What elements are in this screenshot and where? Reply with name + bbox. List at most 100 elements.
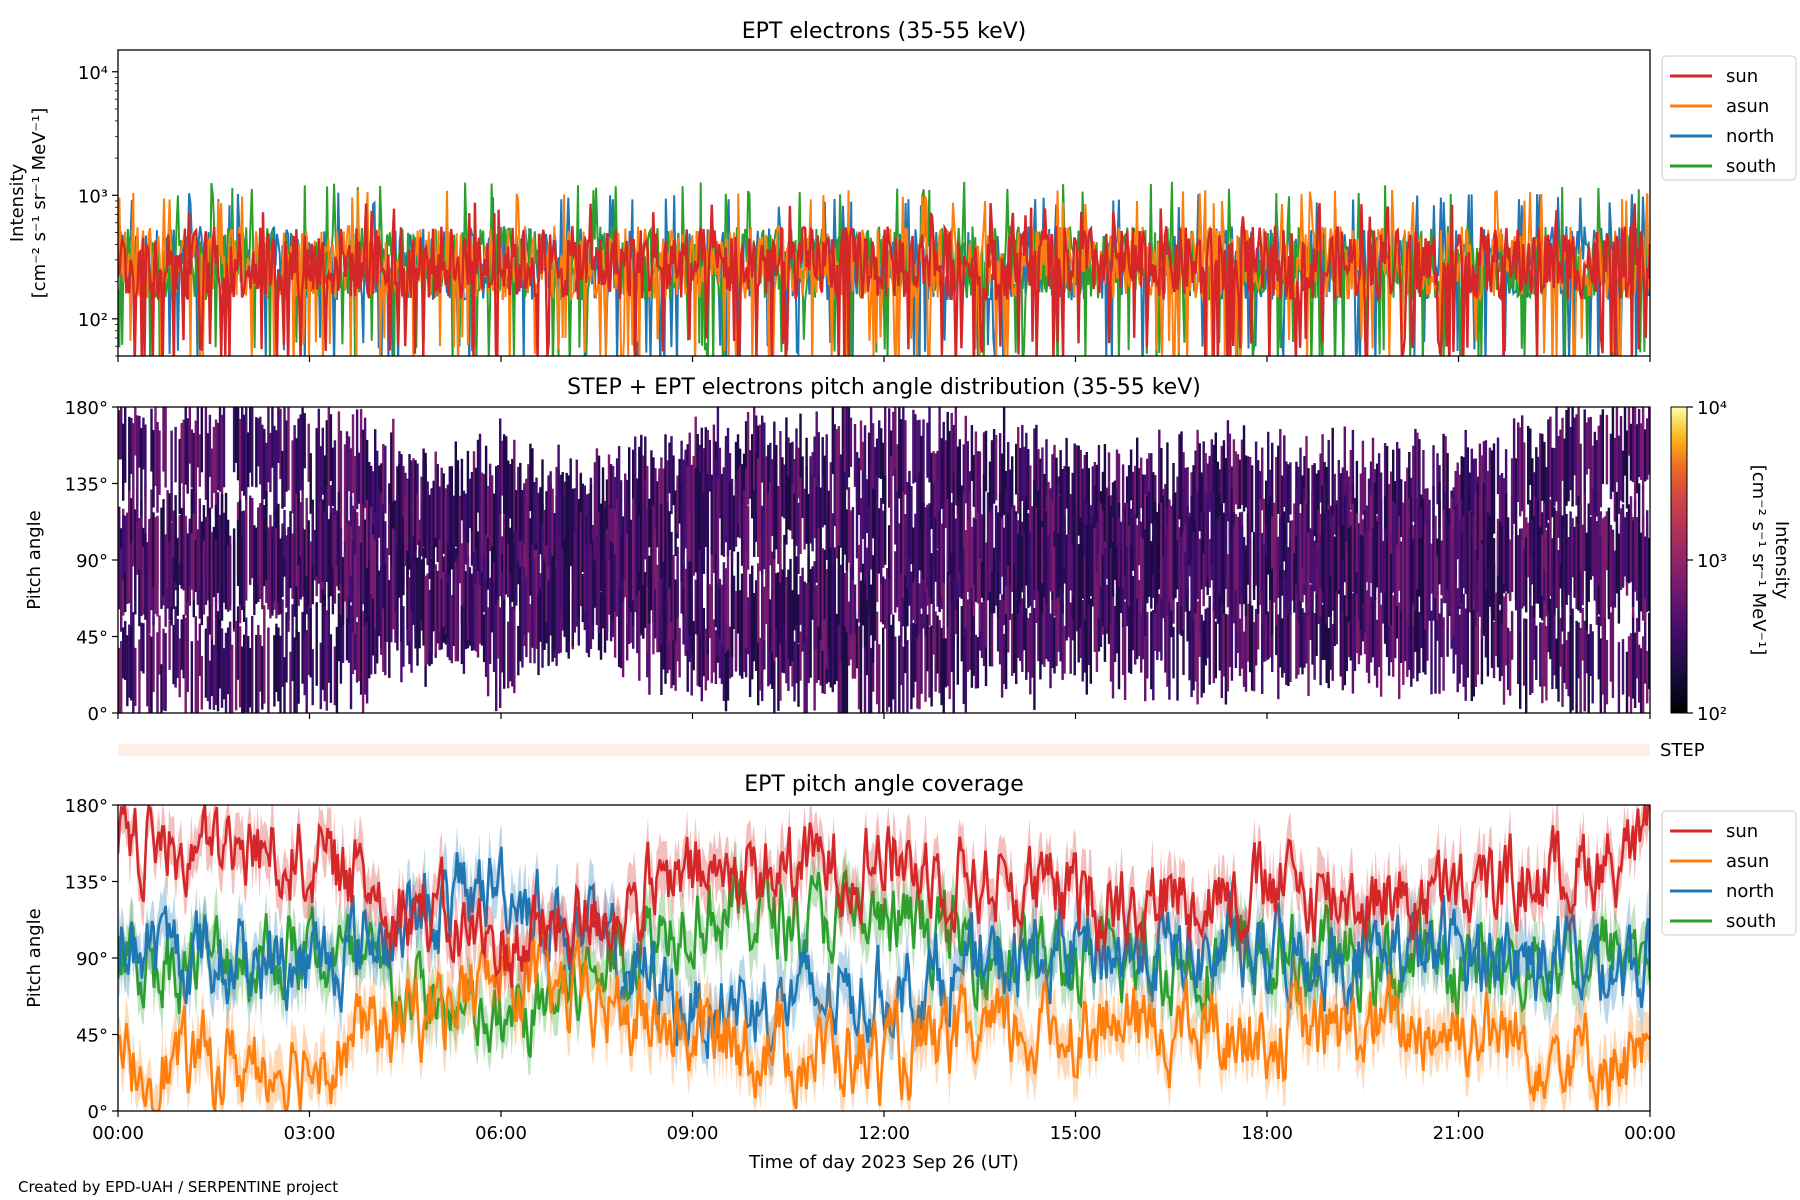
heatmap-cell	[1136, 575, 1139, 660]
heatmap-cell	[378, 570, 381, 637]
heatmap-cell	[126, 635, 129, 707]
heatmap-cell	[1559, 514, 1562, 565]
heatmap-cell	[819, 622, 822, 686]
heatmap-cell	[505, 517, 508, 595]
heatmap-cell	[1529, 601, 1532, 695]
heatmap-cell	[1563, 525, 1566, 591]
heatmap-cell	[365, 611, 369, 704]
heatmap-cell	[1117, 517, 1121, 587]
heatmap-cell	[900, 565, 903, 644]
heatmap-cell	[1073, 603, 1076, 676]
heatmap-cell	[670, 436, 673, 515]
heatmap-cell	[880, 571, 883, 623]
heatmap-cell	[738, 465, 742, 539]
heatmap-cell	[305, 630, 308, 713]
heatmap-cell	[1396, 576, 1399, 639]
heatmap-cell	[456, 460, 460, 521]
heatmap-cell	[613, 509, 617, 572]
heatmap-cell	[519, 566, 522, 662]
heatmap-cell	[279, 408, 282, 480]
heatmap-cell	[1470, 448, 1474, 546]
heatmap-cell	[632, 449, 635, 537]
heatmap-cell	[1615, 407, 1619, 483]
heatmap-cell	[650, 450, 653, 536]
heatmap-cell	[964, 609, 968, 713]
heatmap-cell	[853, 424, 857, 487]
heatmap-cell	[232, 407, 236, 473]
heatmap-cell	[847, 487, 851, 563]
heatmap-cell	[569, 458, 572, 567]
heatmap-cell	[517, 625, 520, 676]
heatmap-cell	[1599, 638, 1603, 713]
heatmap-cell	[1440, 598, 1443, 658]
heatmap-cell	[1275, 457, 1278, 563]
heatmap-cell	[1311, 558, 1314, 665]
heatmap-cell	[154, 407, 157, 486]
heatmap-cell	[1402, 502, 1405, 580]
heatmap-cell	[1220, 528, 1224, 603]
heatmap-cell	[376, 601, 379, 664]
heatmap-cell	[1418, 537, 1421, 597]
panel2-y-axis: 0°45°90°135°180°	[65, 398, 118, 725]
heatmap-cell	[1327, 509, 1330, 617]
heatmap-cell	[960, 606, 964, 662]
heatmap-cell	[337, 492, 341, 591]
heatmap-cell	[1232, 526, 1236, 624]
heatmap-cell	[1381, 540, 1385, 624]
heatmap-cell	[1069, 494, 1072, 591]
heatmap-cell	[996, 537, 1000, 618]
heatmap-cell	[1581, 524, 1584, 606]
heatmap-cell	[920, 435, 923, 543]
heatmap-cell	[311, 506, 314, 566]
heatmap-cell	[1464, 429, 1467, 530]
heatmap-cell	[914, 620, 917, 682]
heatmap-cell	[519, 462, 522, 542]
heatmap-cell	[644, 436, 647, 518]
heatmap-cell	[726, 473, 730, 557]
heatmap-cell	[845, 628, 849, 713]
heatmap-cell	[559, 474, 562, 542]
heatmap-cell	[702, 448, 706, 515]
heatmap-cell	[1387, 612, 1391, 676]
heatmap-cell	[817, 432, 820, 483]
heatmap-cell	[1337, 527, 1341, 591]
heatmap-cell	[567, 536, 570, 642]
heatmap-cell	[1246, 513, 1250, 583]
heatmap-cell	[1543, 503, 1546, 571]
heatmap-cell	[964, 530, 968, 628]
heatmap-cell	[1214, 521, 1218, 619]
heatmap-cell	[1551, 538, 1554, 616]
heatmap-cell	[950, 412, 953, 494]
heatmap-cell	[882, 510, 885, 568]
heatmap-cell	[797, 594, 800, 644]
heatmap-cell	[1408, 452, 1411, 513]
heatmap-cell	[1369, 596, 1373, 663]
heatmap-cell	[1025, 608, 1028, 680]
heatmap-cell	[1502, 596, 1506, 705]
heatmap-cell	[1238, 618, 1242, 676]
panel2-title: STEP + EPT electrons pitch angle distrib…	[567, 375, 1201, 400]
heatmap-cell	[539, 588, 542, 642]
heatmap-cell	[1246, 456, 1250, 524]
heatmap-cell	[1035, 424, 1038, 510]
heatmap-cell	[283, 407, 286, 507]
heatmap-cell	[295, 537, 298, 640]
heatmap-cell	[345, 524, 349, 618]
heatmap-cell	[337, 411, 341, 518]
heatmap-cell	[408, 577, 411, 642]
heatmap-cell	[837, 533, 841, 625]
heatmap-cell	[759, 424, 762, 501]
heatmap-cell	[497, 465, 500, 543]
heatmap-cell	[984, 542, 988, 648]
heatmap-cell	[309, 607, 312, 678]
heatmap-cell	[1535, 625, 1538, 680]
heatmap-cell	[892, 411, 895, 476]
heatmap-cell	[1019, 589, 1022, 661]
heatmap-cell	[152, 430, 155, 508]
heatmap-cell	[934, 611, 937, 692]
heatmap-cell	[932, 555, 935, 629]
heatmap-cell	[1291, 532, 1294, 601]
heatmap-cell	[1646, 418, 1649, 480]
heatmap-cell	[416, 494, 419, 545]
